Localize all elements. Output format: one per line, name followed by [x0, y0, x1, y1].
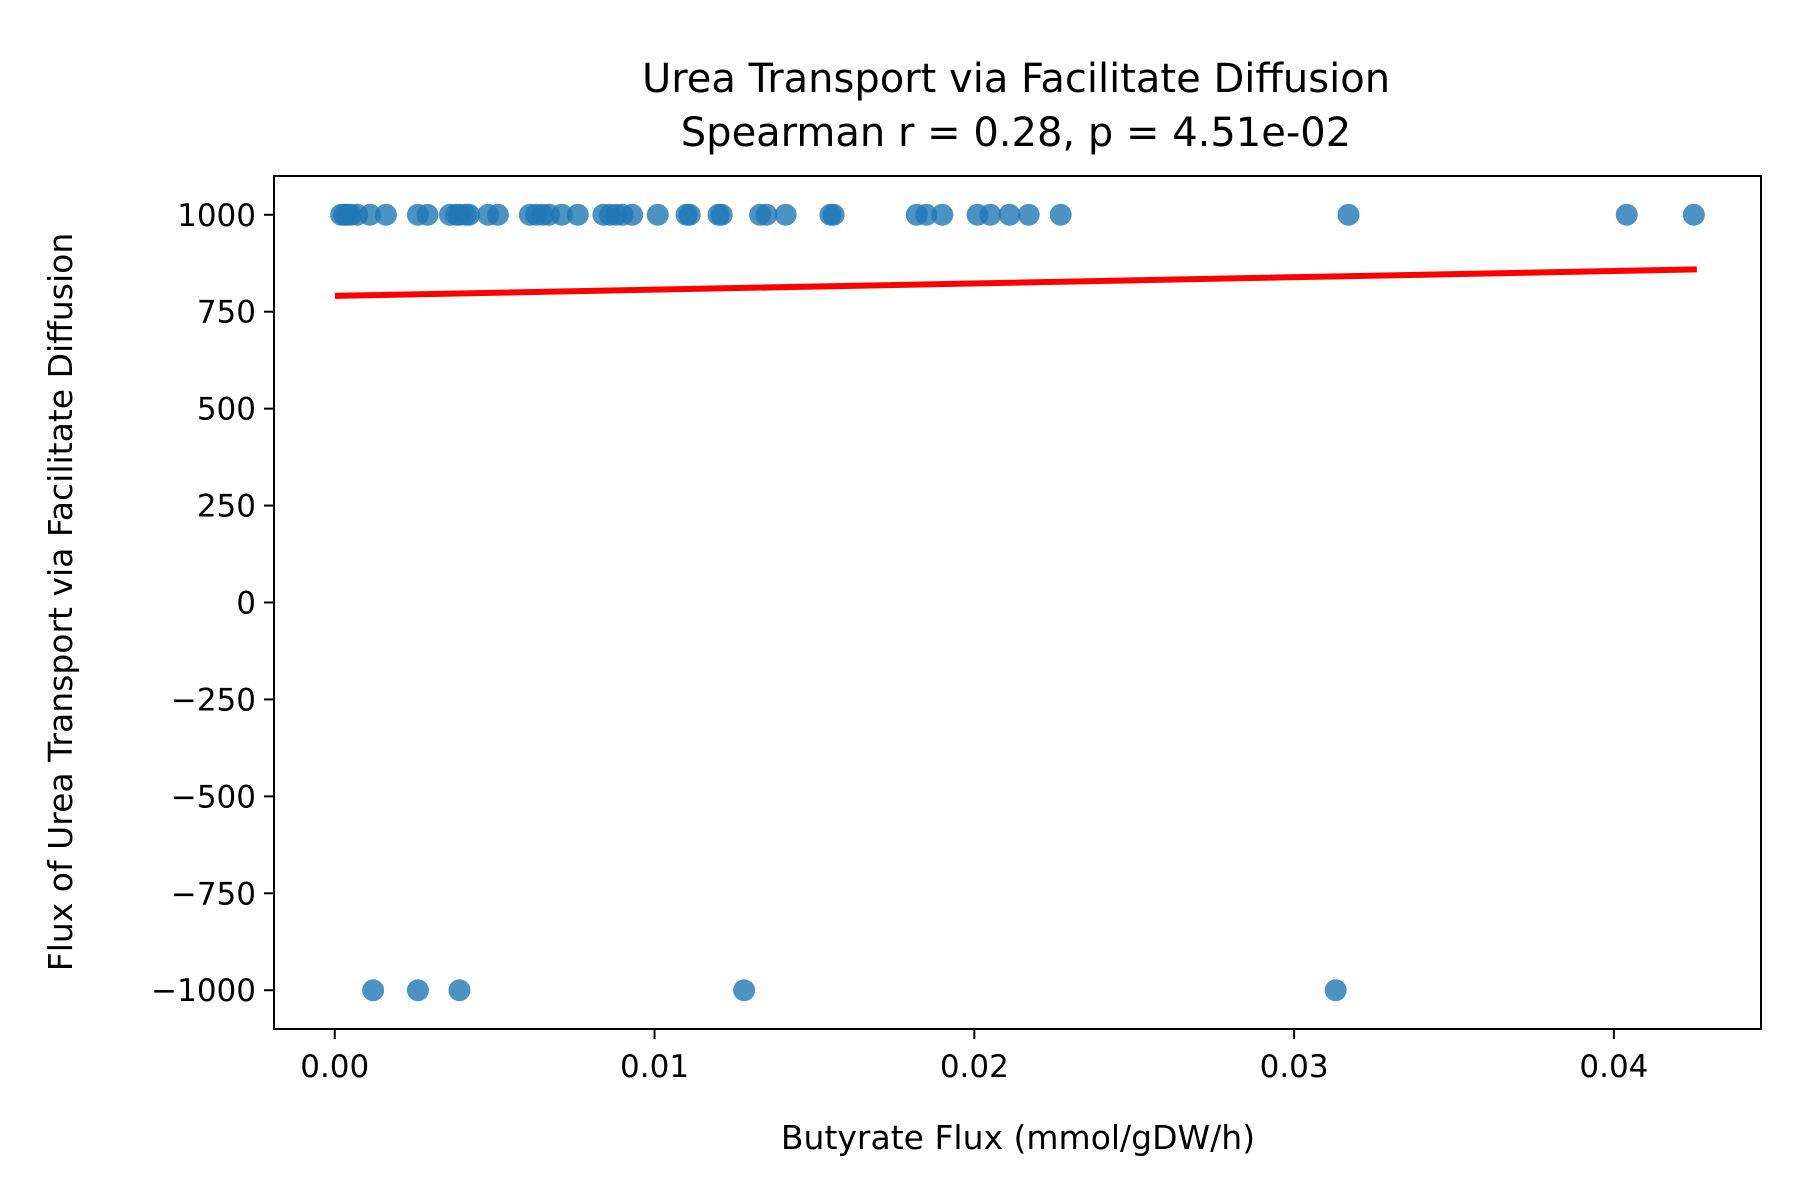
- data-point: [1615, 203, 1638, 226]
- data-point: [755, 203, 778, 226]
- data-point: [1049, 203, 1072, 226]
- data-point: [931, 203, 954, 226]
- data-point: [406, 979, 429, 1002]
- data-point: [1324, 979, 1347, 1002]
- plot-area: [330, 203, 1705, 1002]
- data-point: [1337, 203, 1360, 226]
- data-point: [1682, 203, 1705, 226]
- y-tick-label: 500: [197, 392, 256, 428]
- data-point: [550, 203, 573, 226]
- data-point: [678, 203, 701, 226]
- y-tick-label: −250: [171, 682, 256, 718]
- y-axis-label: Flux of Urea Transport via Facilitate Di…: [41, 233, 80, 972]
- data-point: [374, 203, 397, 226]
- x-tick-label: 0.04: [1579, 1049, 1648, 1085]
- data-point: [621, 203, 644, 226]
- data-point: [358, 203, 381, 226]
- data-point: [566, 203, 589, 226]
- regression-line: [334, 266, 1697, 299]
- y-tick-label: 1000: [177, 198, 256, 234]
- x-tick-label: 0.02: [940, 1049, 1009, 1085]
- data-point: [416, 203, 439, 226]
- x-axis-label: Butyrate Flux (mmol/gDW/h): [781, 1118, 1255, 1157]
- x-tick-label: 0.00: [300, 1049, 369, 1085]
- data-point: [915, 203, 938, 226]
- y-tick-label: 750: [197, 295, 256, 331]
- chart-subtitle: Spearman r = 0.28, p = 4.51e-02: [681, 110, 1351, 156]
- y-tick-label: 250: [197, 489, 256, 525]
- axis-ticks: 0.00 0.01 0.02 0.03 0.04 1000 750 500 250 0 −250 −5…: [151, 198, 1648, 1085]
- x-tick-label: 0.01: [620, 1049, 689, 1085]
- data-point: [486, 203, 509, 226]
- plot-frame: [273, 175, 1762, 1030]
- data-point: [458, 203, 481, 226]
- y-tick-label: 0: [236, 586, 256, 622]
- data-point: [448, 979, 471, 1002]
- y-tick-label: −750: [171, 876, 256, 912]
- data-point: [1017, 203, 1040, 226]
- data-point: [979, 203, 1002, 226]
- chart-title: Urea Transport via Facilitate Diffusion: [642, 56, 1390, 102]
- data-point: [710, 203, 733, 226]
- data-point: [998, 203, 1021, 226]
- data-point: [733, 979, 756, 1002]
- data-point: [646, 203, 669, 226]
- data-point: [822, 203, 845, 226]
- x-tick-label: 0.03: [1260, 1049, 1329, 1085]
- y-tick-label: −500: [171, 779, 256, 815]
- data-point: [362, 979, 385, 1002]
- data-point: [774, 203, 797, 226]
- y-tick-label: −1000: [151, 973, 256, 1009]
